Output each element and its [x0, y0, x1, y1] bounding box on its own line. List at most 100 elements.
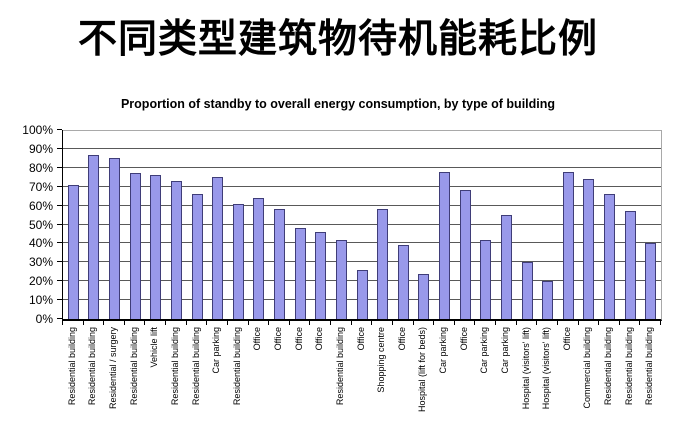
bar-slot — [599, 130, 620, 319]
x-axis-label: Commercial building — [582, 327, 593, 409]
bar-slot — [414, 130, 435, 319]
x-label-cell: Office — [392, 327, 413, 439]
bar-slot — [125, 130, 146, 319]
bar-slot — [187, 130, 208, 319]
x-label-cell: Shopping centre — [371, 327, 392, 439]
bar — [480, 239, 492, 319]
x-label-cell: Residential building — [619, 327, 640, 439]
x-axis-tick — [165, 321, 167, 325]
bar-slot — [207, 130, 228, 319]
bar — [459, 190, 471, 319]
gridline — [63, 261, 661, 263]
bar — [253, 198, 265, 319]
x-axis-tick — [495, 321, 497, 325]
x-axis-label: Office — [396, 327, 407, 351]
bar — [88, 154, 100, 319]
x-axis-tick — [536, 321, 538, 325]
y-axis-label: 100% — [22, 123, 53, 137]
x-axis-tick — [577, 321, 579, 325]
bar-slot — [620, 130, 641, 319]
x-label-cell: Residential building — [227, 327, 248, 439]
y-axis-label: 80% — [28, 160, 53, 175]
x-axis-tick — [350, 321, 352, 325]
y-axis-tick — [57, 147, 62, 149]
page-title: 不同类型建筑物待机能耗比例 — [77, 18, 598, 61]
x-label-cell: Office — [248, 327, 269, 439]
gridline — [63, 147, 661, 149]
y-axis-tick — [57, 185, 62, 187]
x-axis: Residential building Residential building… — [62, 327, 660, 439]
x-axis-label: Residential building — [334, 327, 345, 406]
y-axis-tick — [57, 129, 62, 130]
bar — [377, 209, 389, 319]
y-axis: 0% 10% 20% 30% 40% 50% 60% 70% 80% 90% 100% — [0, 124, 62, 325]
x-axis-label: Car parking — [211, 327, 222, 374]
bar-slot — [517, 130, 538, 319]
x-axis-tick — [515, 321, 517, 325]
bar-slot — [558, 130, 579, 319]
x-axis-label: Residential building — [603, 327, 614, 406]
bar — [232, 203, 244, 319]
y-axis-tick — [57, 166, 62, 168]
bar — [624, 211, 636, 319]
y-axis-tick — [57, 299, 62, 301]
bar — [645, 243, 657, 319]
x-label-cell: Hospital (visitors' lift) — [516, 327, 537, 439]
y-axis-label: 90% — [28, 141, 53, 156]
bar-slot — [352, 130, 373, 319]
x-axis-tick — [185, 321, 187, 325]
x-label-cell: Residential / surgery — [103, 327, 124, 439]
x-label-cell: Residential building — [330, 327, 351, 439]
x-axis-tick — [412, 321, 414, 325]
y-axis-label: 70% — [28, 179, 53, 194]
x-axis-label: Office — [561, 327, 572, 351]
y-axis-tick — [57, 261, 62, 263]
bar-slot — [455, 130, 476, 319]
bar-slot — [146, 130, 167, 319]
x-axis-tick — [62, 321, 63, 325]
bar — [335, 239, 347, 319]
bar — [397, 245, 409, 319]
x-axis-tick — [433, 321, 435, 325]
x-axis-label: Residential building — [644, 327, 655, 406]
bar-slot — [104, 130, 125, 319]
bar-series — [63, 130, 661, 319]
gridline — [63, 223, 661, 225]
y-axis-label: 0% — [35, 312, 53, 326]
bar-slot — [269, 130, 290, 319]
bar-slot — [372, 130, 393, 319]
x-label-cell: Car parking — [433, 327, 454, 439]
plot-area — [62, 130, 662, 321]
x-axis-tick — [391, 321, 393, 325]
bar-slot — [228, 130, 249, 319]
y-axis-label: 20% — [28, 274, 53, 289]
bar-slot — [311, 130, 332, 319]
x-label-cell: Car parking — [475, 327, 496, 439]
bar — [583, 179, 595, 319]
bar — [67, 184, 79, 319]
bar — [274, 209, 286, 319]
x-axis-tick — [103, 321, 105, 325]
bar-slot — [331, 130, 352, 319]
bar — [129, 173, 141, 319]
chart-title: Proportion of standby to overall energy … — [120, 97, 556, 111]
x-label-cell: Office — [454, 327, 475, 439]
y-axis-tick — [57, 242, 62, 244]
bar — [439, 171, 451, 319]
bar — [109, 158, 121, 319]
bar — [562, 171, 574, 319]
y-axis-label: 30% — [28, 255, 53, 270]
bar-slot — [476, 130, 497, 319]
x-label-cell: Office — [289, 327, 310, 439]
x-axis-tick — [474, 321, 476, 325]
x-axis-label: Car parking — [438, 327, 449, 374]
bar — [542, 281, 554, 319]
y-axis-tick — [57, 204, 62, 206]
bar — [315, 232, 327, 319]
bar-slot — [166, 130, 187, 319]
x-label-cell: Commercial building — [578, 327, 599, 439]
x-axis-label: Vehicle lift — [149, 327, 160, 368]
bar-slot — [290, 130, 311, 319]
x-axis-label: Shopping centre — [376, 327, 387, 393]
